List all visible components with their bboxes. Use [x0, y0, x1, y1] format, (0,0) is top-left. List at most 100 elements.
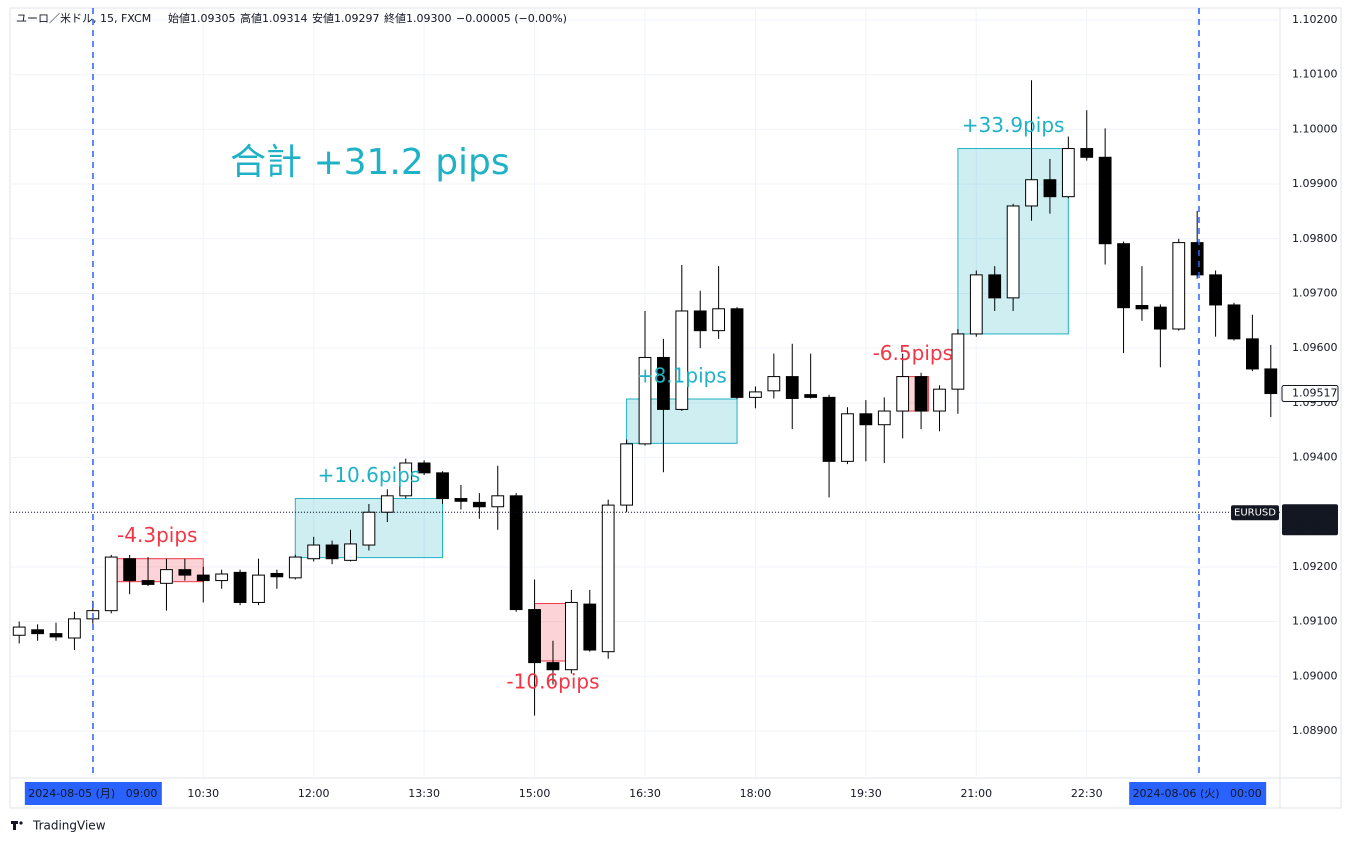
- header-high: 高値1.09314: [240, 11, 308, 25]
- candle-body: [657, 356, 670, 410]
- brand-logo: [13, 821, 16, 830]
- overlay: 1.08900 1.09000 1.09100 1.09200 1.09300 1.094…: [10, 13, 1339, 805]
- candle-body: [583, 603, 597, 651]
- trade-label: -4.3pips: [117, 523, 197, 547]
- candle-body: [178, 569, 192, 576]
- candle-body: [675, 310, 689, 410]
- candle-body: [1080, 148, 1094, 158]
- candle-body: [785, 376, 799, 399]
- y-tick-label: 1.09100: [1292, 615, 1338, 628]
- trade-label: +10.6pips: [318, 463, 421, 487]
- symbol-tag: [1231, 505, 1279, 521]
- candle-body: [1006, 205, 1020, 299]
- y-tick-label: 1.10100: [1292, 68, 1338, 81]
- candle-body: [307, 544, 321, 560]
- last-price-text: 1.09517: [1292, 387, 1338, 400]
- candle-body: [933, 388, 946, 412]
- candle-body: [1190, 242, 1204, 276]
- x-tick-label: 22:30: [1071, 787, 1103, 800]
- x-label-highlight: [24, 782, 162, 805]
- y-tick-label: 1.09200: [1292, 560, 1338, 573]
- candle-body: [380, 495, 394, 513]
- candle-body: [196, 574, 210, 582]
- candle-body: [1117, 243, 1130, 309]
- x-tick-label: 13:30: [408, 787, 440, 800]
- candle-body: [1209, 274, 1222, 306]
- candle-body: [969, 274, 983, 335]
- candle-body: [436, 472, 449, 500]
- x-tick-label: 2024-08-05 (月) 09:00: [28, 787, 157, 800]
- candle-body: [620, 443, 633, 506]
- candle-body: [951, 333, 965, 390]
- candle-body: [1043, 179, 1057, 198]
- brand: TradingView: [11, 819, 106, 833]
- candle-body: [638, 356, 652, 445]
- candle-body: [417, 462, 431, 474]
- candle-body: [749, 391, 762, 398]
- header-change: −0.00005 (−0.00%): [456, 12, 567, 25]
- candle-body: [1098, 156, 1112, 245]
- candle-body: [1025, 179, 1038, 207]
- total-label: 合計 +31.2 pips: [230, 142, 510, 183]
- candle-body: [693, 310, 707, 332]
- trade-label: -6.5pips: [873, 341, 953, 365]
- candle-body: [399, 462, 413, 497]
- y-tick-label: 1.08900: [1292, 724, 1338, 737]
- candle-body: [546, 662, 560, 671]
- brand-name: TradingView: [32, 819, 106, 833]
- candle-body: [270, 572, 284, 578]
- countdown: 02:43: [1292, 519, 1324, 532]
- x-tick-label: 21:00: [960, 787, 992, 800]
- y-tick-label: 1.09000: [1292, 669, 1338, 682]
- candle-body: [1227, 304, 1241, 340]
- candle-body: [141, 580, 155, 585]
- brand-logo: [19, 821, 23, 825]
- y-tick-label: 1.09800: [1292, 232, 1338, 245]
- x-label-highlight: [1129, 782, 1267, 805]
- trade-label: +8.1pips: [637, 364, 727, 388]
- candle-body: [822, 396, 836, 462]
- header-symbol: ユーロ／米ドル, 15, FXCM: [16, 12, 151, 25]
- x-tick-label: 18:00: [740, 787, 772, 800]
- y-tick-label: 1.10000: [1292, 122, 1338, 135]
- candle-body: [123, 558, 137, 582]
- candle-body: [841, 413, 854, 462]
- candle-body: [362, 511, 376, 546]
- candle-body: [1264, 368, 1278, 395]
- candle-body: [896, 376, 910, 412]
- x-tick-label: 16:30: [629, 787, 661, 800]
- candles: [12, 80, 1278, 716]
- candle-body: [233, 571, 247, 603]
- y-tick-label: 1.09400: [1292, 451, 1338, 464]
- candle-body: [31, 629, 44, 635]
- candle-body: [49, 633, 63, 638]
- candle-body: [1153, 306, 1167, 330]
- last-price-tag: [1281, 385, 1339, 403]
- candle-body: [288, 556, 302, 579]
- candle-body: [491, 495, 505, 508]
- candle-body: [12, 626, 26, 636]
- x-tick-label: 19:30: [850, 787, 882, 800]
- candle-body: [1172, 242, 1186, 330]
- price-tag: [1282, 504, 1338, 536]
- x-tick-label: 10:30: [187, 787, 219, 800]
- trade-label: -10.6pips: [506, 669, 599, 693]
- candle-body: [730, 308, 744, 398]
- candle-body: [564, 601, 578, 671]
- y-tick-label: 1.09700: [1292, 286, 1338, 299]
- x-tick-label: 15:00: [519, 787, 551, 800]
- candle-body: [877, 410, 891, 426]
- y-tick-label: 1.09900: [1292, 177, 1338, 190]
- price-tag-text: 1.09300: [1292, 505, 1338, 518]
- candle-body: [344, 543, 357, 561]
- candle-body: [68, 618, 81, 639]
- y-tick-label: 1.10200: [1292, 13, 1338, 26]
- header-low: 安値1.09297: [312, 11, 380, 25]
- header-close: 終値1.09300: [384, 11, 452, 25]
- candle-body: [767, 376, 781, 392]
- candle-body: [215, 573, 229, 582]
- chart-frame: [9, 7, 1342, 809]
- candle-body: [859, 413, 873, 426]
